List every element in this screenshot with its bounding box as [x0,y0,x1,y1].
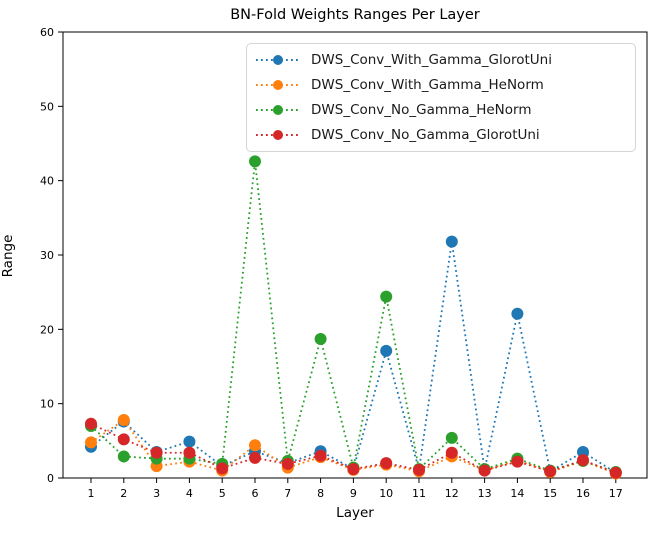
x-axis-label: Layer [336,505,374,521]
data-point-marker [183,446,196,459]
y-tick-label: 30 [40,249,54,262]
x-tick-label: 8 [317,487,324,500]
data-point-marker [249,439,261,452]
data-point-marker [281,457,294,470]
data-point-marker [85,417,97,430]
data-point-marker [347,463,360,476]
data-point-marker [249,155,261,168]
x-tick-label: 14 [510,487,524,500]
legend-label: DWS_Conv_With_Gamma_GlorotUni [311,52,552,69]
x-tick-label: 10 [379,487,393,500]
data-point-marker [544,465,557,478]
y-tick-label: 40 [40,175,54,188]
data-point-marker [577,454,589,467]
legend-label: DWS_Conv_No_Gamma_HeNorm [311,101,532,118]
legend-dot [273,104,283,115]
x-tick-label: 12 [445,487,459,500]
legend-marker-icon [256,129,300,140]
data-point-marker [380,457,393,470]
x-tick-label: 15 [543,487,557,500]
legend-marker-icon [256,104,300,115]
legend-dot [273,55,283,66]
data-point-marker [445,431,458,444]
x-tick-label: 16 [576,487,590,500]
data-point-marker [445,235,458,248]
legend-label: DWS_Conv_With_Gamma_HeNorm [311,77,544,94]
x-tick-label: 9 [350,487,357,500]
x-tick-label: 3 [153,487,160,500]
legend: DWS_Conv_With_Gamma_GlorotUni DWS_Conv_W… [246,43,636,152]
y-tick-label: 20 [40,323,54,336]
data-point-marker [216,462,229,475]
legend-entry: DWS_Conv_With_Gamma_GlorotUni [255,48,627,73]
x-tick-label: 17 [609,487,623,500]
data-point-marker [609,466,622,479]
data-point-marker [117,450,130,463]
data-point-marker [511,455,524,468]
series-line [90,161,617,473]
legend-entry: DWS_Conv_With_Gamma_HeNorm [255,73,627,98]
data-point-marker [314,332,327,345]
x-tick-label: 7 [284,487,291,500]
x-tick-label: 13 [478,487,492,500]
data-point-marker [380,290,393,303]
legend-entry: DWS_Conv_No_Gamma_HeNorm [255,98,627,123]
data-point-marker [445,446,458,459]
y-tick-label: 60 [40,26,54,39]
y-tick-label: 50 [40,100,54,113]
data-point-marker [478,464,491,477]
data-point-marker [117,414,130,427]
data-point-marker [380,344,393,357]
data-point-marker [314,449,327,462]
x-tick-label: 1 [88,487,95,500]
data-point-marker [413,463,425,476]
y-axis-label: Range [0,234,16,278]
x-tick-label: 2 [120,487,127,500]
legend-marker-icon [256,55,300,66]
legend-entry: DWS_Conv_No_Gamma_GlorotUni [255,122,627,147]
x-tick-label: 5 [219,487,226,500]
data-point-marker [85,436,97,449]
y-tick-label: 0 [47,472,54,485]
legend-label: DWS_Conv_No_Gamma_GlorotUni [311,126,540,143]
legend-dot [273,80,283,91]
legend-dot [273,129,283,140]
x-tick-label: 4 [186,487,193,500]
data-point-marker [117,433,130,446]
x-tick-label: 11 [412,487,426,500]
series-line [90,241,617,474]
chart-title: BN-Fold Weights Ranges Per Layer [230,7,480,23]
data-point-marker [150,446,163,459]
data-point-marker [183,435,196,448]
legend-marker-icon [256,80,300,91]
x-tick-label: 6 [252,487,259,500]
y-tick-label: 10 [40,398,54,411]
data-point-marker [249,451,261,464]
data-point-marker [511,307,524,320]
